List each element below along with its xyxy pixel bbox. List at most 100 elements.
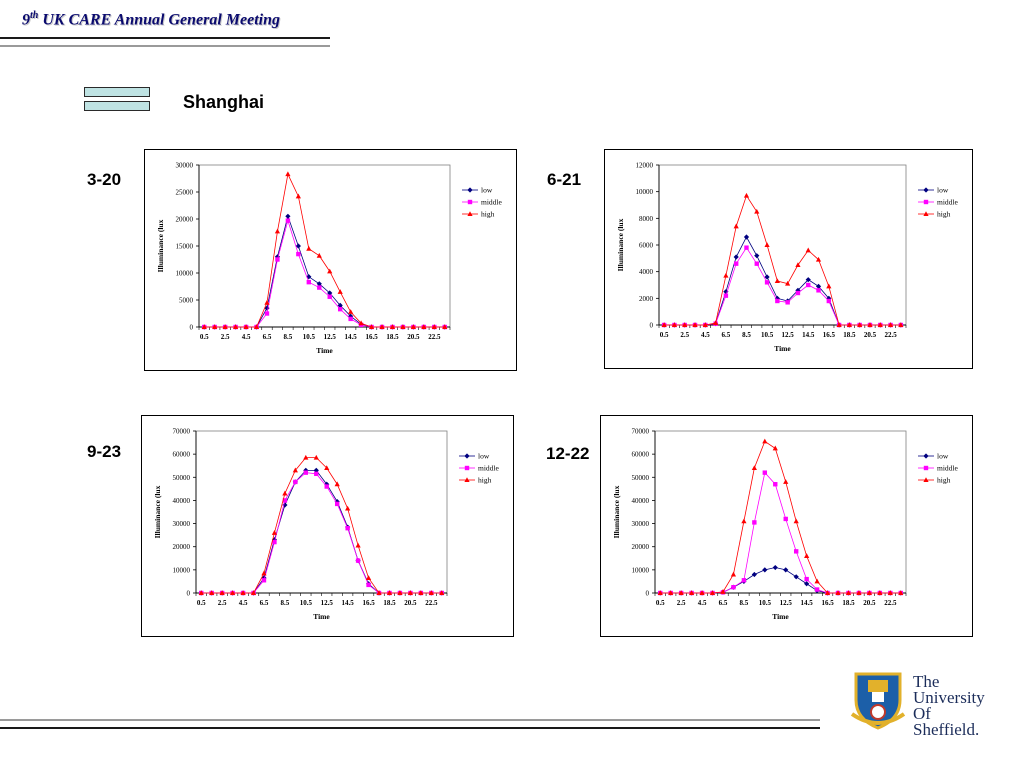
data-point-low (793, 574, 799, 580)
y-tick-label: 20000 (176, 216, 194, 224)
data-point-middle (264, 311, 270, 316)
data-point-high (316, 252, 322, 258)
y-axis-title: Illuminance (lux (156, 219, 165, 272)
y-axis-title: Illuminance (lux (612, 485, 621, 538)
x-axis-title: Time (774, 344, 791, 353)
series-line-high (204, 172, 445, 328)
x-tick-label: 6.5 (260, 599, 269, 607)
y-tick-label: 60000 (632, 451, 650, 459)
bar-bottom (84, 101, 150, 111)
data-point-high (295, 193, 301, 199)
y-axis-title: Illuminance (lux (616, 218, 625, 271)
x-tick-label: 4.5 (242, 333, 251, 341)
x-tick-label: 6.5 (263, 333, 272, 341)
x-axis-title: Time (313, 612, 330, 621)
data-point-high (730, 571, 737, 577)
legend-marker (467, 187, 473, 193)
x-tick-label: 10.5 (303, 333, 316, 341)
data-point-high (201, 324, 207, 329)
data-point-high (857, 322, 863, 327)
bar-top (84, 87, 150, 97)
data-point-middle (733, 261, 739, 266)
data-point-middle (731, 585, 736, 590)
x-tick-label: 0.5 (656, 599, 665, 607)
data-point-high (418, 590, 424, 595)
data-point-high (324, 465, 330, 471)
data-point-high (327, 268, 333, 274)
data-point-middle (296, 251, 301, 257)
data-point-high (209, 590, 215, 595)
y-tick-label: 0 (650, 322, 654, 330)
plot-area (198, 164, 451, 328)
data-point-high (699, 590, 705, 595)
legend-item-low: low (459, 452, 490, 461)
data-point-middle (806, 282, 811, 288)
x-tick-label: 0.5 (660, 331, 669, 339)
legend-marker (467, 199, 473, 205)
data-point-high (222, 324, 228, 329)
series-low (657, 564, 904, 596)
y-tick-label: 0 (187, 590, 191, 598)
data-point-high (713, 320, 719, 325)
x-axis-title: Time (772, 612, 789, 621)
data-point-low (754, 253, 760, 259)
data-point-middle (744, 245, 749, 250)
data-point-high (783, 479, 789, 484)
data-point-low (772, 564, 778, 571)
x-tick-label: 10.5 (761, 331, 774, 339)
data-point-low (337, 302, 343, 308)
data-point-high (219, 590, 225, 595)
data-point-high (846, 322, 852, 327)
data-point-middle (366, 582, 371, 588)
chart-2-svg: 0 2000 4000 6000 8000 10000 12000 0.5 2.5 4.5 6.5 8… (616, 162, 959, 354)
y-tick-label: 70000 (632, 428, 650, 436)
data-point-middle (816, 288, 821, 293)
legend-label: middle (478, 464, 500, 473)
data-point-high (836, 322, 842, 327)
data-point-high (264, 299, 270, 305)
title-number: 9 (22, 11, 30, 29)
city-title: Shanghai (183, 92, 265, 112)
series-line-low (201, 469, 442, 594)
data-point-high (754, 208, 760, 214)
x-axis-title: Time (316, 346, 333, 355)
date-label-1: 3-20 (87, 170, 122, 189)
legend-label: low (481, 186, 493, 195)
series-line-high (660, 440, 901, 594)
x-tick-label: 18.5 (843, 331, 856, 339)
legend-item-high: high (918, 476, 951, 485)
date-label-4: 12-22 (546, 444, 590, 463)
data-point-middle (814, 587, 820, 592)
data-point-high (723, 272, 729, 278)
series-middle (202, 218, 447, 330)
legend-marker (464, 465, 470, 471)
y-tick-label: 30000 (173, 520, 191, 528)
y-tick-label: 10000 (636, 188, 654, 196)
series-line-low (664, 236, 901, 326)
y-tick-label: 70000 (173, 428, 191, 436)
data-point-middle (314, 471, 319, 477)
data-point-low (743, 234, 750, 240)
x-tick-label: 8.5 (281, 599, 290, 607)
data-point-high (741, 518, 747, 524)
x-tick-label: 14.5 (345, 333, 358, 341)
data-point-middle (327, 294, 332, 299)
footer-rule-top (0, 719, 820, 721)
x-tick-label: 2.5 (677, 599, 686, 607)
data-point-low (764, 274, 770, 280)
data-point-high (772, 445, 778, 451)
data-point-high (442, 324, 448, 329)
shield-icon (850, 672, 906, 730)
series-low (661, 234, 904, 328)
data-point-middle (285, 218, 291, 223)
data-point-high (856, 590, 862, 595)
data-point-high (720, 589, 726, 594)
data-point-high (764, 242, 770, 247)
x-tick-label: 6.5 (719, 599, 728, 607)
series-middle (658, 470, 903, 596)
data-point-high (866, 590, 872, 595)
x-tick-label: 14.5 (342, 599, 355, 607)
x-tick-label: 12.5 (782, 331, 795, 339)
x-tick-label: 22.5 (425, 599, 438, 607)
data-point-middle (783, 516, 788, 522)
